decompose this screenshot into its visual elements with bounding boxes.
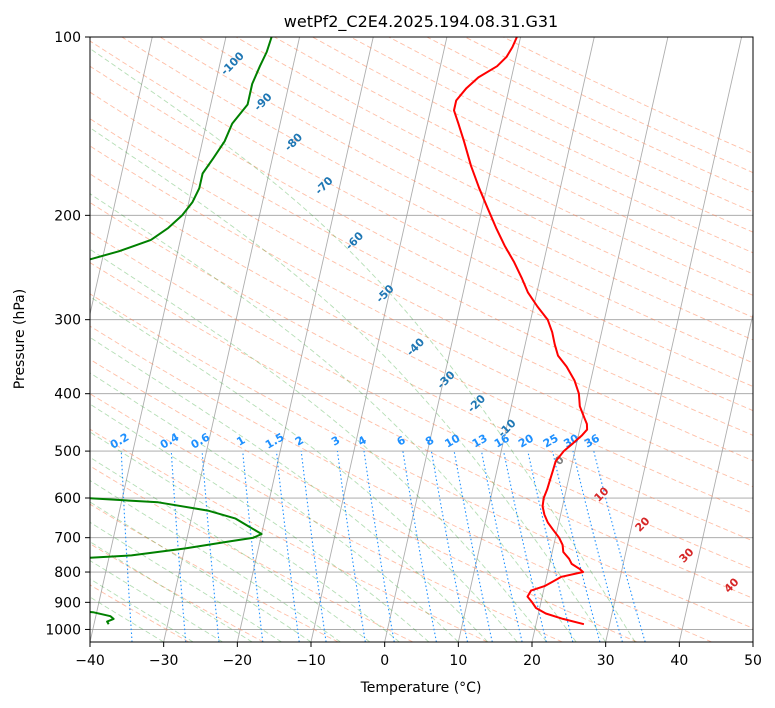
mixing-ratio-line <box>527 450 574 642</box>
profile-lines <box>90 37 589 626</box>
dry-adiabat-line <box>90 118 753 462</box>
x-tick-label: 30 <box>597 653 615 669</box>
y-tick-label: 900 <box>54 595 81 611</box>
y-tick-label: 200 <box>54 208 81 224</box>
isotherm-line <box>163 37 301 642</box>
dry-adiabat-line <box>197 37 753 318</box>
dry-adiabat-line <box>90 503 339 642</box>
moist-adiabat-line <box>90 296 518 642</box>
dry-adiabat-line <box>90 145 753 488</box>
isotherm-line <box>0 37 5 642</box>
dry-adiabat-line <box>90 262 753 599</box>
isotherm-line <box>90 37 153 317</box>
x-tick-label: 10 <box>449 653 467 669</box>
moist-adiabat-line <box>90 193 577 642</box>
moist-adiabat-line <box>90 48 636 642</box>
moist-adiabat-line <box>90 336 489 642</box>
isotherm-line <box>605 37 743 642</box>
moist-adiabat-line <box>90 578 194 642</box>
moist-adiabat-line <box>90 127 607 642</box>
x-tick-label: −20 <box>223 653 253 669</box>
moist-adiabat-line <box>90 456 371 642</box>
y-tick-label: 100 <box>54 30 81 46</box>
moist-adiabat-line <box>90 560 223 642</box>
x-axis-label: Temperature (°C) <box>360 680 482 696</box>
mixing-ratio-line <box>430 451 469 642</box>
y-tick-label: 1000 <box>45 622 81 638</box>
isotherm-line <box>384 37 522 642</box>
x-tick-label: 40 <box>670 653 688 669</box>
isotherm-line <box>678 312 753 642</box>
dry-adiabat-line <box>90 91 753 436</box>
dry-adiabat-line <box>235 37 753 296</box>
mixing-ratio-line <box>503 450 547 642</box>
moist-adiabat-line <box>90 501 312 642</box>
plot-frame <box>89 36 754 643</box>
dry-adiabat-line <box>90 173 753 514</box>
x-tick-label: −30 <box>149 653 179 669</box>
y-tick-label: 800 <box>54 565 81 581</box>
mixing-ratio-line <box>201 451 220 642</box>
mixing-ratio-line <box>593 450 646 642</box>
temperature-profile-line <box>453 37 589 626</box>
mixing-ratio-line <box>170 451 187 642</box>
mixing-ratio-line <box>275 451 300 642</box>
x-tick-label: 0 <box>380 653 389 669</box>
axis-ticks: −40 −30 −20 −10 0 10 20 30 40 50 100 200 300 400 500 60… <box>45 30 762 669</box>
dry-adiabat-line <box>90 293 753 629</box>
dry-adiabat-line <box>90 202 753 542</box>
isotherm-line <box>236 37 374 642</box>
mixing-ratio-line <box>242 451 264 642</box>
x-tick-label: −40 <box>75 653 105 669</box>
y-tick-label: 300 <box>54 313 81 329</box>
y-tick-label: 500 <box>54 444 81 460</box>
moist-adiabat-line <box>90 403 430 642</box>
isotherm-line <box>752 639 753 642</box>
y-tick-label: 400 <box>54 387 81 403</box>
mixing-ratio-line <box>336 451 366 642</box>
mixing-ratio-line <box>300 451 327 642</box>
mixing-ratio-line <box>572 450 623 642</box>
y-tick-label: 600 <box>54 491 81 507</box>
y-axis-label: Pressure (hPa) <box>12 289 28 389</box>
moist-adiabat-line <box>90 248 548 642</box>
dry-adiabat-line <box>90 393 563 642</box>
x-tick-label: 50 <box>744 653 762 669</box>
dewpoint-profile-line <box>90 37 273 625</box>
isotherm-line <box>531 37 669 642</box>
dry-adiabat-line <box>90 584 190 642</box>
dry-adiabat-line <box>90 428 488 642</box>
dry-adiabat-line <box>159 37 753 341</box>
isotherm-line <box>457 37 595 642</box>
isotherm-line <box>90 37 227 642</box>
x-tick-label: 20 <box>523 653 541 669</box>
background-lines <box>0 37 753 642</box>
x-tick-label: −10 <box>296 653 326 669</box>
y-tick-label: 700 <box>54 531 81 547</box>
plot-background <box>90 37 753 642</box>
mixing-ratio-line <box>551 450 601 642</box>
moist-adiabat-line <box>90 431 400 642</box>
dry-adiabat-line <box>90 231 753 570</box>
dry-adiabat-line <box>90 325 712 642</box>
mixing-ratio-line <box>480 450 523 642</box>
mixing-ratio-line <box>453 450 493 642</box>
moist-adiabat-line <box>90 521 282 642</box>
chart-title: wetPf2_C2E4.2025.194.08.31.G31 <box>284 12 558 32</box>
moist-adiabat-line <box>90 541 253 642</box>
